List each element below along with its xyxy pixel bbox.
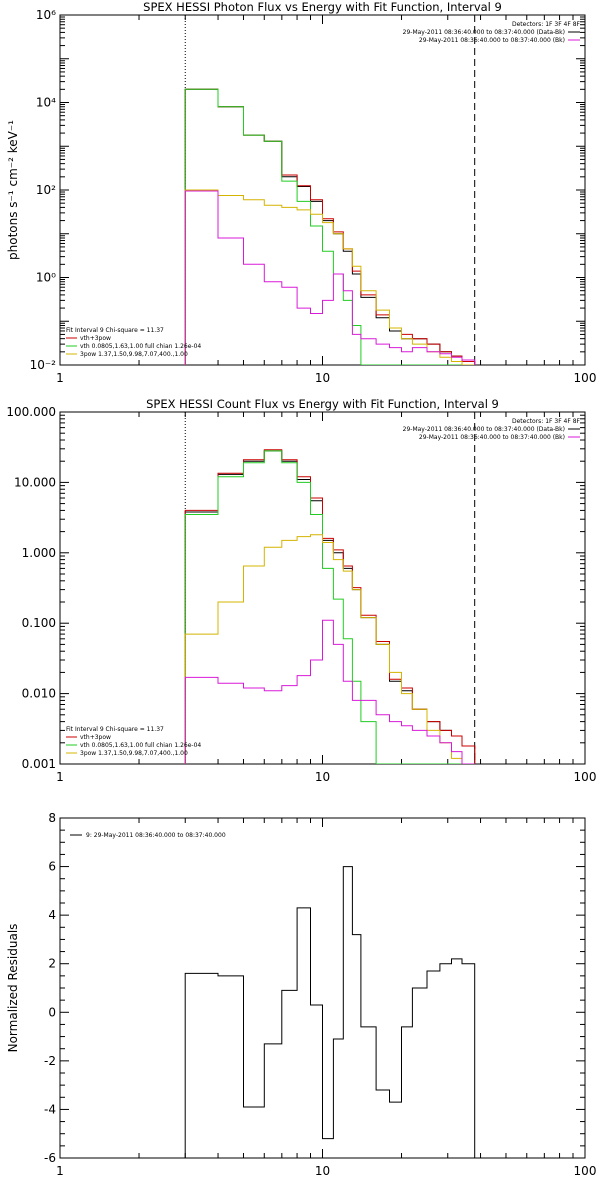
x-tick-label: 1 — [56, 1164, 64, 1178]
legend-entry: 3pow 1.37,1.50,9.98,7.07,400.,1.00 — [80, 351, 188, 358]
y-axis-label: Normalized Residuals — [6, 924, 20, 1053]
legend-bottom: Fit Interval 9 Chi-square = 11.37vth+3po… — [66, 726, 201, 757]
x-tick-label: 100 — [574, 1164, 597, 1178]
legend-top: 9: 29-May-2011 08:36:40.000 to 08:37:40.… — [70, 832, 226, 839]
y-tick-label: 0.010 — [22, 687, 56, 701]
y-tick-label: -2 — [44, 1054, 56, 1068]
series-group — [184, 88, 476, 365]
y-tick-label: 0.001 — [22, 757, 56, 771]
series-line-0 — [184, 450, 476, 764]
series-line-3 — [184, 534, 475, 764]
series-line-4 — [184, 190, 476, 365]
series-line-1 — [184, 88, 476, 365]
chart-title: SPEX HESSI Photon Flux vs Energy with Fi… — [143, 0, 502, 14]
legend-entry: 29-May-2011 08:36:40.000 to 08:37:40.000… — [419, 37, 565, 44]
legend-header: Fit Interval 9 Chi-square = 11.37 — [66, 327, 164, 334]
series-line-2 — [184, 450, 475, 764]
x-tick-label: 10 — [315, 371, 330, 385]
chart-title: SPEX HESSI Count Flux vs Energy with Fit… — [146, 397, 499, 411]
series-line-1 — [184, 449, 476, 764]
series-line-2 — [184, 88, 475, 365]
y-tick-label: -6 — [44, 1151, 56, 1165]
y-tick-label: 2 — [48, 957, 56, 971]
y-tick-label: 10⁻² — [30, 358, 57, 372]
y-axis-label: photons s⁻¹ cm⁻² keV⁻¹ — [6, 120, 20, 260]
y-tick-label: 10⁰ — [36, 271, 56, 285]
x-tick-label: 10 — [315, 1164, 330, 1178]
y-tick-label: -4 — [44, 1102, 56, 1116]
x-tick-label: 1 — [56, 371, 64, 385]
legend-bottom: Fit Interval 9 Chi-square = 11.37vth+3po… — [66, 327, 201, 358]
chart-panel-residuals: 1 10 100 -6 -4 -2 0 2 4 6 8 Normalized Residuals 9: … — [6, 811, 596, 1178]
y-tick-label: 10.000 — [14, 475, 56, 489]
y-tick-label: 10⁶ — [36, 8, 56, 22]
series-line-3 — [184, 189, 475, 365]
legend-entry: 3pow 1.37,1.50,9.98,7.07,400.,1.00 — [80, 750, 188, 757]
series-line-0 — [184, 88, 476, 365]
x-tick-label: 100 — [574, 371, 597, 385]
y-tick-label: 4 — [48, 908, 56, 922]
legend-entry: 29-May-2011 08:36:40.000 to 08:37:40.000… — [403, 426, 565, 433]
legend-header: Detectors: 1F 3F 4F 8F — [512, 418, 581, 425]
series-group — [184, 449, 476, 764]
series-line-4 — [184, 619, 475, 764]
legend-header: Fit Interval 9 Chi-square = 11.37 — [66, 726, 164, 733]
x-tick-label: 1 — [56, 770, 64, 784]
legend-entry: vth 0.0805,1.63,1.00 full chian 1.26e-04 — [80, 343, 201, 350]
legend-entry: 29-May-2011 08:36:40.000 to 08:37:40.000… — [419, 434, 565, 441]
legend-header: Detectors: 1F 3F 4F 8F — [512, 21, 581, 28]
legend-entry: vth+3pow — [80, 734, 111, 741]
chart-panel-count: SPEX HESSI Count Flux vs Energy with Fit… — [6, 397, 596, 784]
legend-entry: vth 0.0805,1.63,1.00 full chian 1.26e-04 — [80, 742, 201, 749]
y-tick-label: 8 — [48, 811, 56, 825]
series-line-0 — [184, 866, 476, 1158]
plot-frame — [59, 411, 586, 765]
series-group — [184, 866, 476, 1158]
y-tick-label: 10⁴ — [36, 96, 56, 110]
y-tick-label: 100.000 — [6, 405, 56, 419]
legend-entry: 29-May-2011 08:36:40.000 to 08:37:40.000… — [403, 29, 565, 36]
legend-entry: vth+3pow — [80, 335, 111, 342]
y-tick-label: 1.000 — [22, 546, 56, 560]
x-tick-label: 10 — [315, 770, 330, 784]
y-tick-label: 10² — [36, 183, 56, 197]
y-tick-label: 0 — [48, 1005, 56, 1019]
legend-entry: 9: 29-May-2011 08:36:40.000 to 08:37:40.… — [86, 832, 226, 839]
x-tick-label: 100 — [574, 770, 597, 784]
chart-panel-photon: SPEX HESSI Photon Flux vs Energy with Fi… — [6, 0, 596, 385]
y-tick-label: 6 — [48, 860, 56, 874]
y-tick-label: 0.100 — [22, 616, 56, 630]
